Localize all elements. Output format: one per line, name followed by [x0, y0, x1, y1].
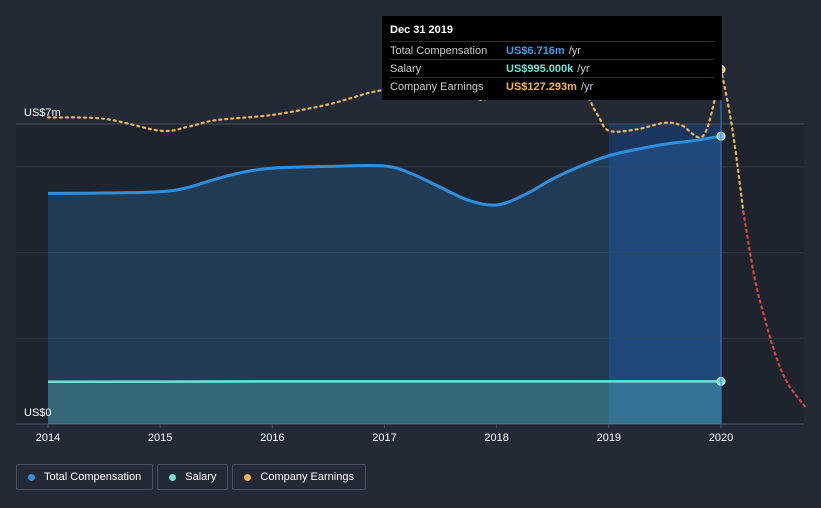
x-tick-label: 2014 [36, 432, 60, 444]
company-earnings-forecast-line [742, 211, 807, 408]
tooltip: Dec 31 2019 Total Compensation US$6.716m… [382, 16, 722, 100]
x-tick-label: 2015 [148, 432, 172, 444]
x-tick-label: 2020 [709, 432, 733, 444]
chart-legend: Total Compensation Salary Company Earnin… [16, 464, 366, 490]
tooltip-row-company-earnings: Company Earnings US$127.293m /yr [390, 77, 714, 95]
tooltip-label: Salary [390, 62, 422, 75]
salary-area [48, 381, 721, 424]
total-compensation-line [47, 134, 722, 207]
tooltip-label: Company Earnings [390, 80, 484, 93]
tooltip-unit: /yr [568, 44, 581, 57]
tooltip-value: US$127.293m [506, 80, 577, 93]
legend-label: Company Earnings [260, 471, 354, 483]
tooltip-value: US$995.000k [506, 62, 574, 75]
company-earnings-line [46, 68, 723, 139]
tooltip-value: US$6.716m [506, 44, 565, 57]
company-earnings-forecast-line [719, 68, 745, 214]
tooltip-row-total-compensation: Total Compensation US$6.716m /yr [390, 41, 714, 59]
tooltip-row-salary: Salary US$995.000k /yr [390, 59, 714, 77]
total-compensation-area [48, 136, 721, 424]
legend-salary[interactable]: Salary [157, 464, 229, 490]
legend-dot-icon [169, 473, 177, 481]
legend-label: Salary [185, 471, 217, 483]
x-tick-label: 2019 [597, 432, 621, 444]
x-tick-label: 2016 [260, 432, 284, 444]
tooltip-unit: /yr [577, 62, 590, 75]
legend-label: Total Compensation [44, 471, 142, 483]
highlight-band [608, 124, 721, 424]
x-tick-label: 2017 [372, 432, 396, 444]
y-axis-max-label: US$7m [24, 107, 61, 119]
tooltip-unit: /yr [580, 80, 594, 93]
x-tick-label: 2018 [484, 432, 508, 444]
tooltip-label: Total Compensation [390, 44, 488, 57]
legend-dot-icon [244, 473, 252, 481]
legend-total-compensation[interactable]: Total Compensation [16, 464, 154, 490]
legend-dot-icon [28, 473, 35, 481]
legend-company-earnings[interactable]: Company Earnings [232, 464, 366, 490]
y-axis-min-label: US$0 [24, 407, 52, 419]
tooltip-date: Dec 31 2019 [390, 24, 453, 36]
